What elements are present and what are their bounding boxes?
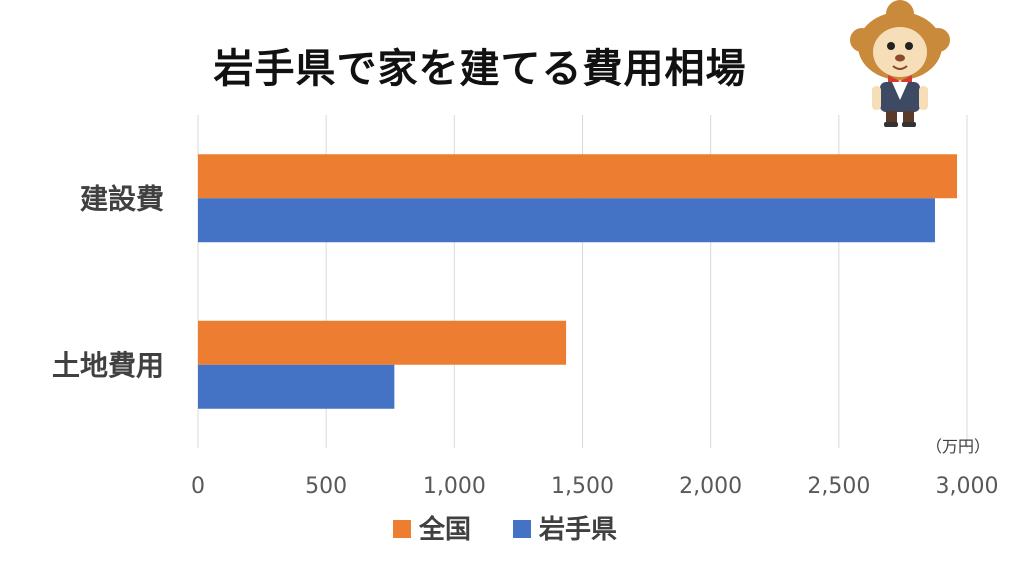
legend: 全国 岩手県 (393, 514, 617, 545)
bar-land-iwate (198, 364, 395, 409)
x-tick-label: 0 (191, 474, 205, 499)
category-label: 土地費用 (52, 349, 164, 382)
x-tick-label: 2,500 (807, 474, 870, 499)
x-tick-label: 2,000 (679, 474, 742, 499)
x-tick-label: 1,000 (423, 474, 486, 499)
legend-label: 全国 (418, 514, 471, 545)
bar-construction-national (198, 154, 958, 199)
legend-swatch (393, 520, 411, 538)
bar-land-national (198, 320, 567, 365)
x-tick-labels: 0 500 1,000 1,500 2,000 2,500 3,000 (191, 474, 998, 499)
bar-construction-iwate (198, 198, 935, 243)
lion-mascot-icon (850, 0, 950, 127)
chart-title: 岩手県で家を建てる費用相場 (213, 46, 747, 92)
bars (198, 154, 958, 409)
legend-swatch (513, 520, 531, 538)
legend-label: 岩手県 (538, 515, 617, 545)
x-tick-label: 500 (305, 474, 347, 499)
unit-label: （万円） (926, 437, 990, 456)
x-tick-label: 3,000 (936, 474, 999, 499)
category-label: 建設費 (80, 182, 164, 215)
x-tick-label: 1,500 (551, 474, 614, 499)
